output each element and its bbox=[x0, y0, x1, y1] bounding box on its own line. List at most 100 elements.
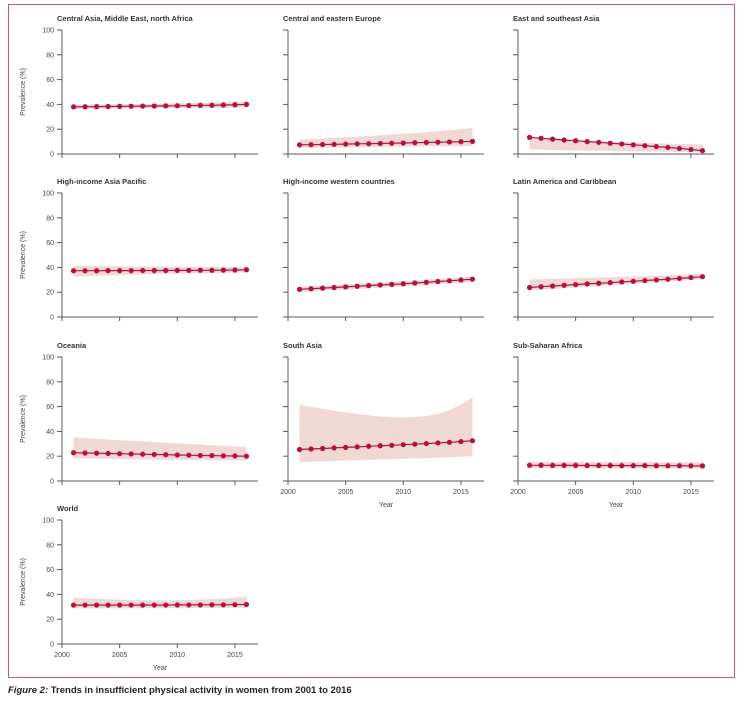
trend-line bbox=[73, 452, 247, 457]
panel-title: High-income Asia Pacific bbox=[57, 177, 146, 186]
data-point bbox=[82, 268, 88, 274]
data-point bbox=[93, 450, 100, 456]
data-point bbox=[549, 136, 556, 142]
y-tick-label: 0 bbox=[50, 479, 54, 486]
x-tick-label: 2005 bbox=[338, 489, 354, 496]
x-axis-label: Year bbox=[153, 665, 168, 672]
x-tick-label: 2005 bbox=[112, 652, 128, 659]
data-point bbox=[561, 282, 567, 288]
trend-line bbox=[299, 140, 473, 146]
data-point bbox=[653, 277, 659, 283]
data-point bbox=[128, 451, 134, 457]
confidence-band bbox=[73, 596, 247, 609]
data-point bbox=[630, 278, 636, 284]
data-point bbox=[319, 445, 326, 452]
chart-panel-south-asia: 2000 2005 2010 2015 Year South Asia bbox=[280, 341, 484, 509]
data-point bbox=[296, 446, 303, 453]
confidence-band bbox=[73, 437, 247, 461]
trend-line bbox=[73, 103, 247, 108]
data-point bbox=[435, 139, 441, 145]
data-point bbox=[117, 602, 123, 608]
trend-line bbox=[529, 276, 703, 289]
data-point bbox=[412, 441, 418, 447]
data-point bbox=[232, 102, 238, 108]
data-point bbox=[630, 463, 636, 469]
data-point bbox=[446, 278, 453, 284]
data-point bbox=[412, 140, 418, 146]
panel-title: Central and eastern Europe bbox=[283, 14, 381, 23]
data-point bbox=[665, 463, 671, 469]
data-point bbox=[676, 275, 683, 282]
data-point bbox=[140, 451, 146, 457]
data-point bbox=[435, 278, 441, 285]
data-point bbox=[377, 282, 383, 288]
data-point bbox=[412, 280, 418, 286]
y-tick-label: 40 bbox=[46, 429, 54, 436]
chart-panel-sub-saharan-africa: 2000 2005 2010 2015 Year Sub-Saharan Africa bbox=[510, 341, 714, 509]
x-axis-label: Year bbox=[609, 502, 624, 509]
confidence-band bbox=[299, 397, 473, 463]
data-point bbox=[93, 602, 100, 608]
panel-title: Sub-Saharan Africa bbox=[513, 341, 583, 350]
data-point bbox=[163, 452, 169, 458]
data-point bbox=[343, 141, 349, 147]
data-point bbox=[70, 602, 77, 608]
y-tick-label: 80 bbox=[46, 379, 54, 386]
data-point bbox=[584, 139, 590, 145]
y-tick-label: 20 bbox=[46, 617, 54, 624]
data-point bbox=[607, 140, 613, 146]
data-point bbox=[469, 138, 476, 144]
chart-panel-high-income-asia-pacific: 0 20 40 60 80 100 Prevalence (%) High-income As… bbox=[20, 177, 258, 322]
data-point bbox=[174, 452, 180, 458]
trend-line bbox=[299, 440, 473, 451]
y-tick-label: 40 bbox=[46, 592, 54, 599]
data-point bbox=[400, 442, 406, 448]
data-point bbox=[220, 267, 227, 273]
data-point bbox=[319, 141, 326, 148]
data-point bbox=[186, 267, 192, 273]
data-point bbox=[699, 274, 706, 280]
y-tick-label: 60 bbox=[46, 240, 54, 247]
data-point bbox=[389, 140, 395, 146]
data-point bbox=[573, 462, 579, 468]
data-point bbox=[140, 267, 146, 274]
data-point bbox=[209, 267, 215, 273]
data-point bbox=[665, 276, 671, 282]
data-point bbox=[642, 463, 648, 469]
data-point bbox=[619, 141, 625, 147]
data-point bbox=[400, 140, 406, 146]
data-point bbox=[423, 440, 429, 447]
data-point bbox=[561, 137, 567, 143]
data-point bbox=[538, 284, 544, 290]
data-point bbox=[186, 103, 192, 109]
x-tick-label: 2000 bbox=[280, 489, 296, 496]
data-point bbox=[343, 284, 349, 290]
data-point bbox=[538, 462, 544, 468]
panel-title: Oceania bbox=[57, 341, 87, 350]
x-tick-label: 2010 bbox=[396, 489, 412, 496]
data-point bbox=[70, 104, 77, 110]
chart-panel-world: 0 20 40 60 80 100 2000 2005 2010 2015 Year Prevalen… bbox=[20, 504, 258, 672]
data-point bbox=[458, 139, 464, 145]
panel-title: World bbox=[57, 504, 79, 513]
x-tick-label: 2015 bbox=[453, 489, 469, 496]
x-tick-label: 2005 bbox=[568, 489, 584, 496]
data-point bbox=[151, 451, 157, 458]
data-point bbox=[665, 144, 671, 151]
panel-title: Latin America and Caribbean bbox=[513, 177, 617, 186]
data-point bbox=[243, 101, 250, 107]
data-point bbox=[526, 134, 533, 140]
data-point bbox=[140, 602, 146, 608]
data-point bbox=[366, 283, 372, 289]
x-tick-label: 2000 bbox=[510, 489, 526, 496]
y-tick-label: 20 bbox=[46, 454, 54, 461]
y-axis-label: Prevalence (%) bbox=[20, 68, 27, 116]
data-point bbox=[105, 268, 111, 274]
data-point bbox=[607, 280, 613, 286]
y-tick-label: 80 bbox=[46, 52, 54, 59]
y-axis-label: Prevalence (%) bbox=[20, 395, 27, 443]
data-point bbox=[117, 268, 123, 274]
data-point bbox=[220, 453, 227, 459]
data-point bbox=[308, 142, 314, 148]
y-tick-label: 100 bbox=[42, 191, 54, 198]
